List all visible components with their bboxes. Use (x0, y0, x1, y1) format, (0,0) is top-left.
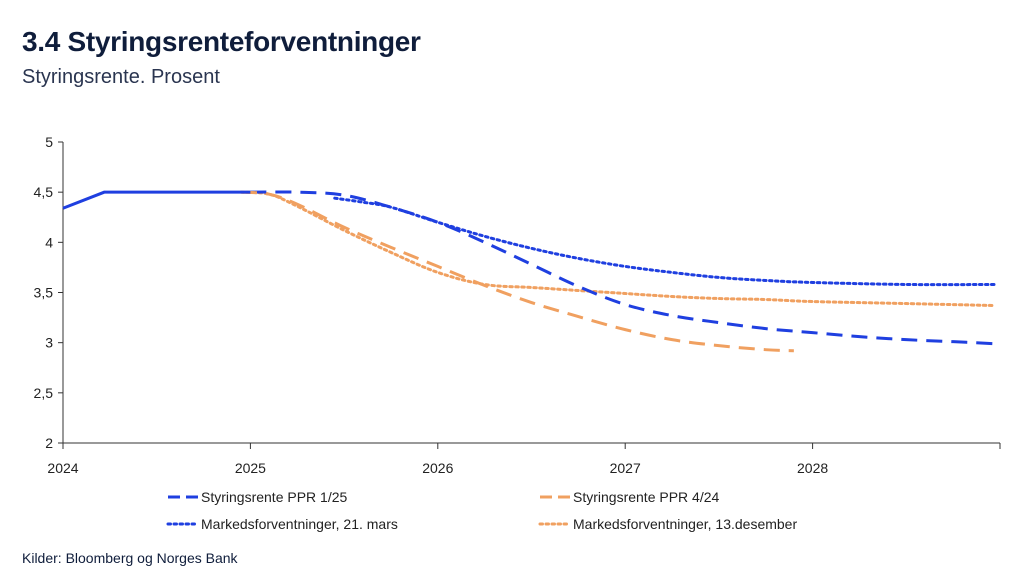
x-tick-label: 2026 (422, 460, 453, 476)
chart-axes: 2 2,5 3 3,5 4 4,5 5 2024 2025 2026 2027 2028 (34, 134, 1001, 476)
series-line-3 (333, 196, 996, 287)
legend-label-3: Markedsforventninger, 21. mars (201, 516, 398, 532)
x-tick-label: 2027 (610, 460, 641, 476)
chart-series (62, 190, 996, 353)
legend-label-1: Styringsrente PPR 1/25 (201, 489, 348, 505)
chart-title: 3.4 Styringsrenteforventninger (22, 26, 421, 57)
series-line-1 (250, 190, 995, 346)
series-line-2 (240, 190, 794, 353)
y-tick-label: 3,5 (34, 285, 54, 301)
y-tick-label: 4 (45, 234, 53, 250)
y-tick-label: 2 (45, 435, 53, 451)
y-tick-label: 5 (45, 134, 53, 150)
chart-subtitle: Styringsrente. Prosent (22, 66, 220, 88)
x-tick-label: 2025 (235, 460, 266, 476)
x-tick-label: 2028 (797, 460, 828, 476)
chart-source-note: Kilder: Bloomberg og Norges Bank (22, 550, 238, 566)
y-tick-label: 2,5 (34, 385, 54, 401)
series-line-0 (62, 190, 251, 210)
y-tick-label: 4,5 (34, 184, 54, 200)
series-line-4 (239, 190, 996, 308)
legend-label-2: Styringsrente PPR 4/24 (573, 489, 720, 505)
chart-legend: Styringsrente PPR 1/25 Styringsrente PPR … (166, 489, 797, 532)
y-tick-label: 3 (45, 335, 53, 351)
legend-label-4: Markedsforventninger, 13.desember (573, 516, 797, 532)
x-tick-label: 2024 (47, 460, 78, 476)
